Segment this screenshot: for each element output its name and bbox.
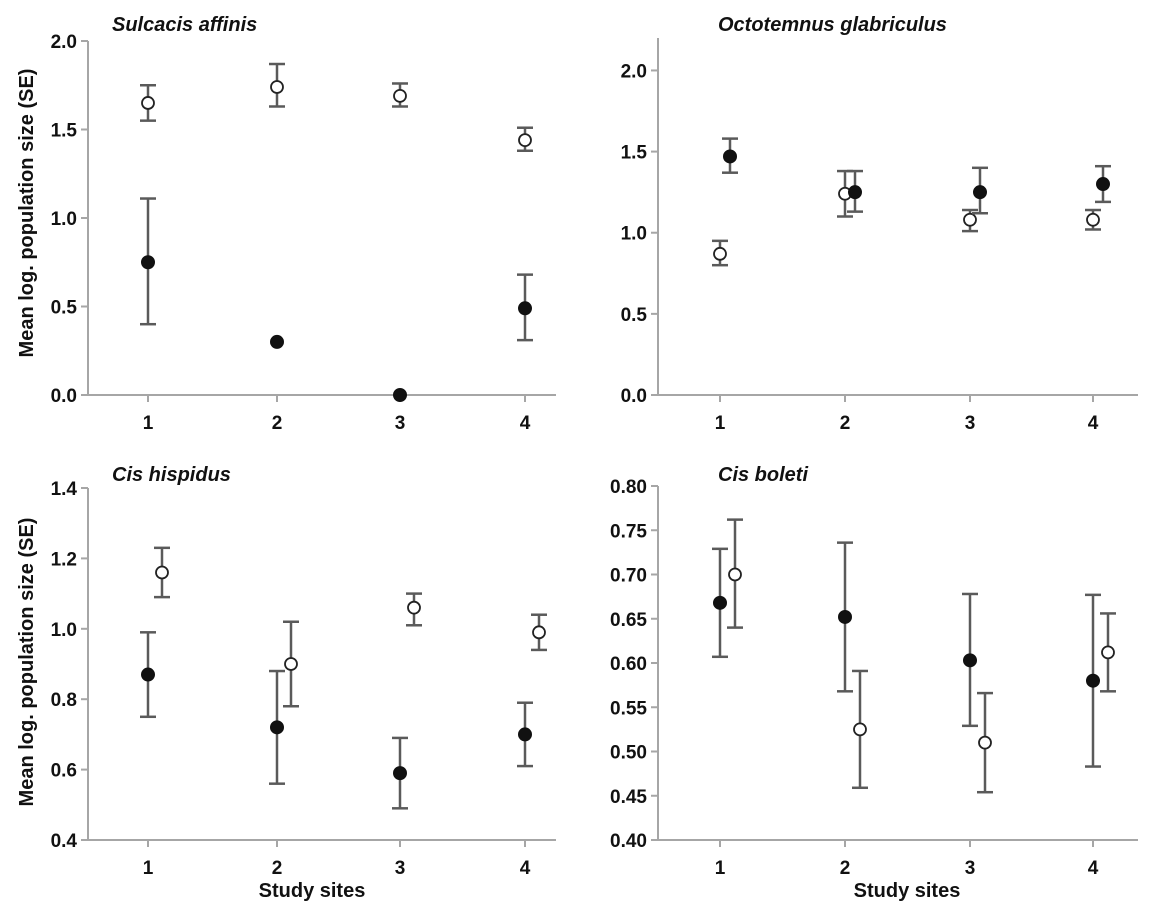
y-tick-label: 0.40 (610, 831, 647, 852)
y-tick-label: 0.70 (610, 566, 647, 587)
y-tick-label: 0.5 (621, 305, 648, 326)
y-tick-label: 0.4 (51, 831, 78, 852)
data-point-filled (723, 149, 737, 164)
y-tick-label: 0.0 (51, 386, 77, 407)
y-tick-label: 2.0 (51, 32, 77, 53)
chart-panel-1: Sulcacis affinis 0.0 0.5 1.0 1.5 2.0 1 2 3 4 (51, 14, 556, 434)
data-point-filled (848, 185, 862, 200)
data-point-open (713, 246, 727, 261)
y-tick-label: 1.5 (51, 121, 78, 142)
data-point-open (284, 657, 298, 671)
x-tick-label: 1 (143, 858, 154, 879)
data-point-open (1101, 645, 1115, 660)
data-point-open (155, 565, 169, 580)
data-point-open (393, 88, 407, 103)
y-tick-label: 1.4 (51, 479, 78, 500)
y-tick-label: 1.5 (621, 143, 648, 164)
x-tick-label: 4 (1088, 858, 1099, 879)
data-point-filled (973, 185, 987, 200)
panel-title: Sulcacis affinis (112, 14, 257, 36)
y-tick-label: 0.5 (51, 298, 78, 319)
data-point-filled (393, 766, 407, 781)
x-tick-label: 1 (143, 413, 154, 434)
x-tick-label: 2 (272, 858, 283, 879)
x-tick-label: 3 (395, 413, 406, 434)
data-point-open (518, 133, 532, 148)
data-point-open (963, 212, 977, 227)
x-axis-label-left: Study sites (259, 880, 366, 902)
chart-panel-4: Cis boleti 0.40 0.45 0.50 0.55 0.60 0.65 0.70 0.… (610, 464, 1138, 879)
data-point-filled (141, 255, 155, 270)
data-point-open (853, 722, 867, 737)
data-point-filled (270, 720, 284, 735)
data-point-filled (713, 595, 727, 610)
data-point-open (141, 96, 155, 110)
chart-panel-3: Cis hispidus 0.4 0.6 0.8 1.0 1.2 1.4 1 2 3 4 (51, 464, 556, 879)
x-tick-label: 3 (965, 858, 976, 879)
x-axis-label-right: Study sites (854, 880, 961, 902)
y-tick-label: 0.60 (610, 654, 647, 675)
x-tick-label: 4 (520, 858, 531, 879)
data-point-filled (141, 667, 155, 682)
y-tick-label: 2.0 (621, 61, 647, 82)
y-tick-label: 0.8 (51, 690, 77, 711)
x-tick-label: 4 (520, 413, 531, 434)
data-point-open (407, 600, 421, 615)
y-tick-label: 1.2 (51, 549, 77, 570)
chart-panel-2: Octotemnus glabriculus 0.0 0.5 1.0 1.5 2.0 1 2 3… (621, 14, 1138, 434)
y-axis-label-top: Mean log. population size (SE) (16, 69, 38, 358)
panel-title: Cis hispidus (112, 464, 231, 486)
y-tick-label: 0.80 (610, 477, 647, 498)
panel-title: Cis boleti (718, 464, 808, 486)
data-point-open (532, 625, 546, 640)
x-tick-label: 2 (840, 413, 851, 434)
data-point-filled (1096, 177, 1110, 192)
data-point-open (728, 567, 742, 582)
y-tick-label: 1.0 (51, 209, 77, 230)
data-point-filled (838, 609, 852, 624)
y-axis-label-bottom: Mean log. population size (SE) (16, 518, 38, 807)
y-tick-label: 0.45 (610, 787, 647, 808)
x-tick-label: 1 (715, 413, 726, 434)
y-tick-label: 0.75 (610, 521, 647, 542)
y-tick-label: 1.0 (621, 224, 647, 245)
y-tick-label: 0.6 (51, 761, 77, 782)
x-tick-label: 1 (715, 858, 726, 879)
data-point-filled (518, 301, 532, 316)
x-tick-label: 2 (272, 413, 283, 434)
y-tick-label: 1.0 (51, 620, 77, 641)
panel-title: Octotemnus glabriculus (718, 14, 947, 36)
x-tick-label: 3 (395, 858, 406, 879)
data-point-filled (270, 334, 284, 349)
data-point-filled (963, 653, 977, 668)
x-tick-label: 4 (1088, 413, 1099, 434)
x-tick-label: 2 (840, 858, 851, 879)
data-point-open (270, 80, 284, 94)
y-tick-label: 0.65 (610, 610, 647, 631)
y-tick-label: 0.55 (610, 698, 647, 719)
data-point-filled (518, 727, 532, 742)
y-tick-label: 0.50 (610, 743, 647, 764)
data-point-filled (1086, 673, 1100, 688)
x-tick-label: 3 (965, 413, 976, 434)
y-tick-label: 0.0 (621, 386, 647, 407)
data-point-open (1086, 212, 1100, 227)
data-point-filled (393, 388, 407, 402)
data-point-open (978, 735, 992, 750)
